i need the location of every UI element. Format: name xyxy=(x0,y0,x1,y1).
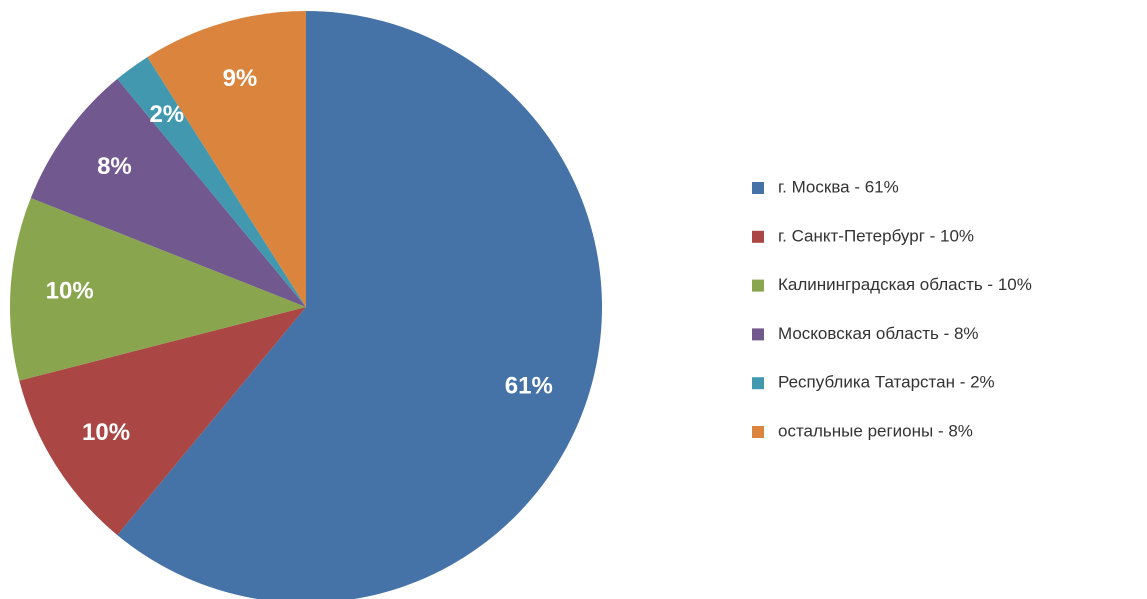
legend-swatch xyxy=(752,230,764,243)
legend-label: г. Санкт-Петербург - 10% xyxy=(778,226,974,245)
legend-label: Калининградская область - 10% xyxy=(778,275,1032,294)
pie-slice xyxy=(147,11,306,307)
legend-swatch xyxy=(752,328,764,341)
legend-label: Московская область - 8% xyxy=(778,324,979,343)
legend-swatch xyxy=(752,182,764,194)
data-label: 10% xyxy=(82,419,130,446)
data-label: 10% xyxy=(46,277,94,304)
pie-slice xyxy=(117,11,602,599)
pie-slice xyxy=(117,57,306,307)
legend-label: остальные регионы - 8% xyxy=(778,421,973,440)
pie-slice xyxy=(30,78,306,308)
legend-swatch xyxy=(752,426,764,438)
pie-slice xyxy=(9,198,306,381)
legend-label: Республика Татарстан - 2% xyxy=(778,373,995,392)
legend-label: г. Москва - 61% xyxy=(778,177,899,196)
data-label: 9% xyxy=(223,65,258,92)
legend-swatch xyxy=(752,279,764,292)
data-label: 8% xyxy=(97,153,132,180)
legend-swatch xyxy=(752,377,764,390)
data-label: 61% xyxy=(505,373,553,400)
pie-slice xyxy=(19,307,307,536)
